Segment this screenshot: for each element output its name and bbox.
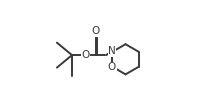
Text: N: N xyxy=(108,46,116,56)
Text: O: O xyxy=(108,62,116,72)
Text: O: O xyxy=(92,26,100,36)
Text: O: O xyxy=(81,50,90,60)
